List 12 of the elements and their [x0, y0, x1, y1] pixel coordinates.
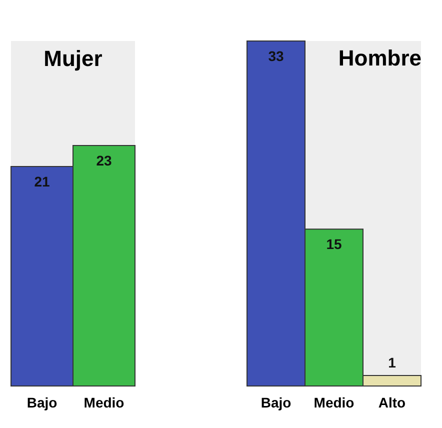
chart-title: Mujer: [44, 46, 103, 71]
x-tick-label: Alto: [378, 394, 406, 410]
x-tick-label: Medio: [84, 394, 124, 410]
chart-title: Hombre: [338, 46, 422, 70]
data-label: 21: [34, 173, 50, 190]
x-tick-label: Medio: [314, 394, 354, 410]
x-tick-label: Bajo: [26, 394, 58, 410]
data-label: 15: [326, 236, 342, 252]
data-label: 1: [388, 354, 396, 371]
data-label: 33: [268, 48, 284, 64]
x-tick-label: Bajo: [260, 394, 292, 410]
data-label: 23: [96, 152, 112, 169]
